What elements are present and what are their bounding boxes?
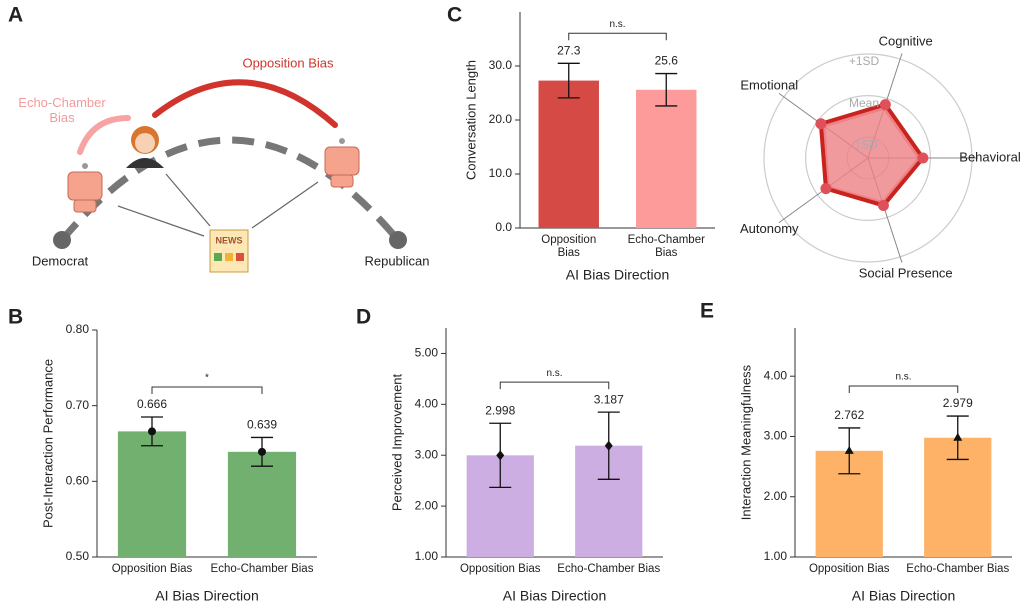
bar	[228, 452, 296, 557]
x-tick-label: Echo-Chamber Bias	[906, 563, 1009, 575]
radar-point	[878, 200, 889, 211]
mean-marker	[148, 427, 156, 435]
y-tick-label: 0.0	[495, 220, 512, 234]
y-tick-label: 2.00	[415, 498, 439, 512]
opposition-label: Opposition Bias	[242, 55, 334, 70]
radar-tick-label: Mean	[849, 96, 879, 110]
y-tick-label: 3.00	[764, 429, 788, 443]
radar-tick-label: -1SD	[850, 137, 878, 151]
y-tick-label: 0.50	[66, 549, 90, 563]
radar-area	[821, 105, 923, 206]
x-tick-label: Opposition Bias	[460, 563, 541, 575]
endpoint	[389, 231, 407, 249]
panel-label: D	[356, 306, 371, 329]
value-label: 2.762	[834, 408, 864, 422]
radar-axis-label: Behavioral	[959, 149, 1021, 164]
radar-axis-label: Autonomy	[740, 221, 799, 236]
y-axis-label: Post-Interaction Performance	[40, 359, 55, 528]
panel-label: B	[8, 306, 23, 329]
x-axis-label: AI Bias Direction	[566, 267, 669, 283]
radar-axis-label: Social Presence	[859, 265, 953, 280]
value-label: 0.639	[247, 418, 277, 432]
bar	[118, 431, 186, 557]
x-axis-label: AI Bias Direction	[852, 588, 955, 604]
significance-label: n.s.	[609, 19, 625, 30]
value-label: 2.979	[943, 396, 973, 410]
news-label: NEWS	[216, 235, 243, 245]
y-tick-label: 4.00	[764, 368, 788, 382]
y-axis-label: Perceived Improvement	[389, 373, 404, 511]
y-tick-label: 2.00	[764, 489, 788, 503]
mean-marker	[953, 433, 962, 441]
y-tick-label: 5.00	[415, 346, 439, 360]
y-tick-label: 1.00	[764, 549, 788, 563]
x-tick-label: Echo-Chamber Bias	[211, 563, 314, 575]
mean-marker	[258, 448, 266, 456]
radar-point	[815, 118, 826, 129]
opposition-arc	[155, 82, 335, 125]
echo-arc	[80, 118, 128, 152]
significance-label: n.s.	[895, 372, 911, 383]
left-label: Democrat	[32, 253, 89, 268]
y-tick-label: 0.80	[66, 322, 90, 336]
y-tick-label: 10.0	[489, 166, 513, 180]
radar-axis-label: Emotional	[740, 78, 798, 93]
radar-point	[880, 99, 891, 110]
value-label: 2.998	[485, 403, 515, 417]
significance-bracket	[152, 387, 262, 394]
radar-point	[820, 183, 831, 194]
arrows	[118, 174, 318, 236]
radar-axis-label: Cognitive	[879, 33, 933, 48]
y-axis-label: Conversation Length	[463, 60, 478, 180]
panel-label: C	[447, 4, 462, 27]
right-label: Republican	[364, 253, 429, 268]
significance-bracket	[849, 386, 958, 393]
panel-label: A	[8, 4, 23, 27]
x-tick-label: Opposition Bias	[809, 563, 890, 575]
value-label: 0.666	[137, 397, 167, 411]
significance-label: *	[205, 373, 209, 384]
endpoint	[53, 231, 71, 249]
bar	[539, 81, 599, 228]
y-tick-label: 4.00	[415, 397, 439, 411]
radar-point	[917, 153, 928, 164]
radar-tick-label: +1SD	[849, 54, 880, 68]
y-tick-label: 0.60	[66, 474, 90, 488]
value-label: 27.3	[557, 43, 581, 57]
significance-bracket	[569, 33, 667, 40]
significance-label: n.s.	[546, 368, 562, 379]
x-tick-label: Echo-Chamber Bias	[557, 563, 660, 575]
panel-label: E	[700, 300, 714, 323]
y-tick-label: 1.00	[415, 549, 439, 563]
x-tick-label: Opposition Bias	[112, 563, 193, 575]
x-axis-label: AI Bias Direction	[503, 588, 606, 604]
person	[126, 126, 164, 168]
y-tick-label: 20.0	[489, 112, 513, 126]
value-label: 25.6	[655, 54, 679, 68]
y-tick-label: 30.0	[489, 58, 513, 72]
mean-marker	[845, 446, 854, 454]
figure: A B C D E	[0, 0, 1026, 611]
y-tick-label: 0.70	[66, 398, 90, 412]
value-label: 3.187	[594, 392, 624, 406]
x-axis-label: AI Bias Direction	[155, 588, 258, 604]
y-tick-label: 3.00	[415, 447, 439, 461]
bar	[636, 90, 696, 228]
y-axis-label: Interaction Meaningfulness	[738, 364, 753, 520]
significance-bracket	[500, 382, 609, 389]
